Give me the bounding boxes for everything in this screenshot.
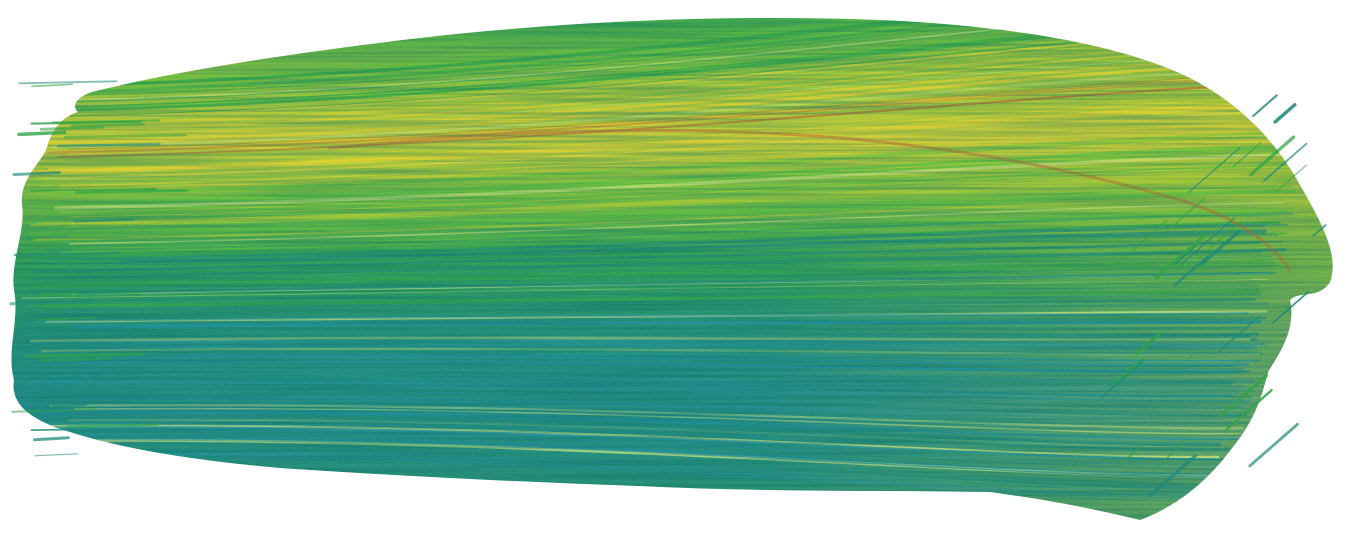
bristle-fleck [1272, 290, 1310, 324]
bristle-fleck [25, 352, 145, 358]
bristle-fleck [67, 423, 158, 428]
bristle-fleck [75, 290, 146, 295]
bristle-fleck [1188, 146, 1241, 193]
bristle-fleck [63, 133, 187, 139]
bristle-fleck [1100, 361, 1143, 399]
bristle-fleck [1217, 314, 1261, 354]
bristle-fleck [34, 453, 79, 457]
bristle-fleck [1274, 164, 1307, 194]
bristle-fleck [1148, 454, 1198, 498]
bristle-flecks [9, 80, 1327, 498]
bristle-fleck [1232, 142, 1262, 168]
bristle-fleck [1218, 374, 1269, 418]
bristle-fleck [1118, 444, 1144, 467]
bristle-fleck [23, 406, 105, 410]
bristle-fleck [1154, 232, 1208, 280]
bristle-fleck [1173, 244, 1198, 266]
bristle-fleck [18, 80, 118, 85]
bristle-fleck [1197, 220, 1242, 260]
bristle-fleck [1273, 103, 1297, 124]
bristle-fleck [1111, 219, 1168, 269]
bristle-fleck [1200, 229, 1241, 266]
bristle-fleck [31, 341, 80, 346]
bristle-fleck [1252, 94, 1278, 117]
bristle-fleck [1134, 331, 1162, 356]
bristle-fleck [31, 83, 73, 88]
bristle-fleck [38, 356, 113, 362]
bristle-fleck [17, 130, 67, 137]
bristle-fleck [51, 402, 87, 409]
bristle-fleck [39, 125, 104, 131]
bristle-fleck [30, 120, 143, 125]
bristle-fleck [70, 122, 145, 128]
bristle-fleck [47, 333, 143, 339]
bristle-fleck [67, 259, 120, 264]
bristle-fleck [1248, 135, 1296, 177]
bristle-fleck [1262, 142, 1308, 182]
bristle-fleck [36, 317, 97, 321]
bristle-fleck [30, 427, 171, 432]
bristle-fleck [12, 171, 61, 177]
bristle-fleck [1312, 224, 1327, 237]
bristle-fleck [1157, 198, 1205, 240]
bristle-fleck [32, 436, 70, 442]
bristle-fleck [29, 188, 157, 192]
bristle-fleck [67, 354, 171, 359]
bristle-fleck [1113, 357, 1144, 385]
bristle-fleck [13, 251, 122, 257]
bristle-fleck [1184, 350, 1198, 363]
bristle-fleck [28, 344, 74, 349]
bristle-fleck [1224, 389, 1273, 432]
bristle-fleck [57, 142, 161, 148]
bristle-fleck [1173, 255, 1209, 287]
bristle-fleck [1248, 422, 1299, 468]
bristle-fleck [11, 408, 99, 413]
bristle-fleck [1179, 216, 1236, 266]
bristle-fleck [74, 188, 188, 194]
bristle-fleck [73, 218, 136, 223]
bristle-fleck [1152, 441, 1186, 471]
bristle-fleck [9, 300, 93, 306]
